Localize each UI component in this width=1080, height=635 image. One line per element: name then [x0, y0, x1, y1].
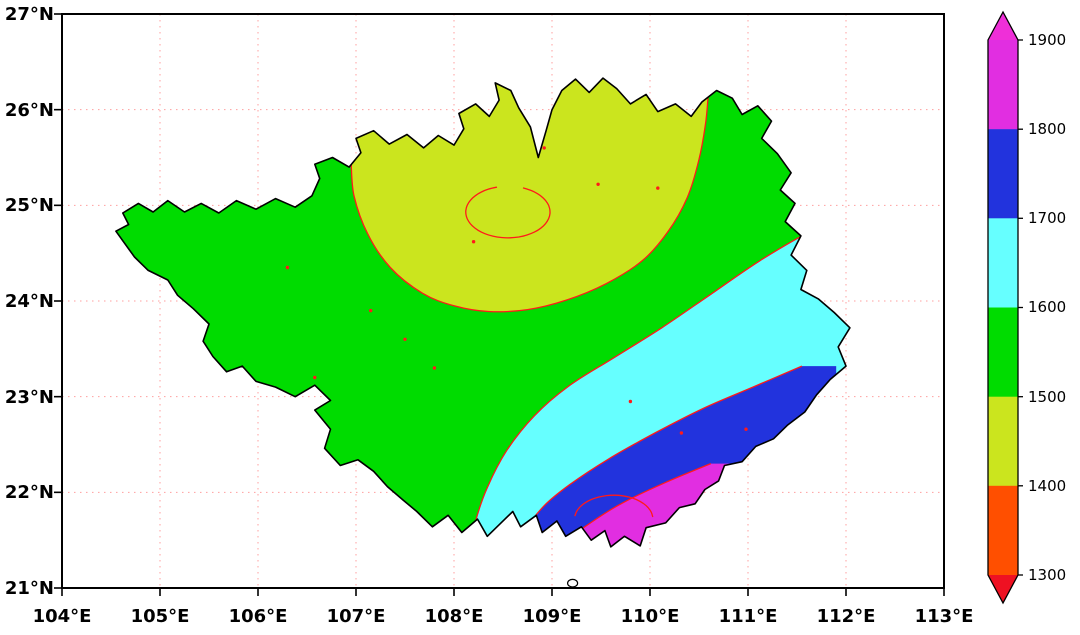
colorbar-segment	[988, 129, 1018, 219]
station-dots	[285, 146, 748, 435]
x-tick-label: 111°E	[719, 606, 778, 627]
y-tick-label: 26°N	[5, 100, 54, 121]
colorbar-label: 1500	[1028, 388, 1066, 406]
island-outline	[566, 578, 579, 588]
province-boundary	[115, 77, 851, 548]
x-tick-label: 104°E	[33, 606, 92, 627]
colorbar-label: 1600	[1028, 298, 1066, 316]
x-tick-label: 113°E	[915, 606, 974, 627]
colorbar-arrow-bottom	[988, 575, 1018, 603]
colorbar-label: 1300	[1028, 566, 1066, 584]
x-tick-label: 108°E	[425, 606, 484, 627]
colorbar-arrow-top	[988, 12, 1018, 40]
x-tick-label: 109°E	[523, 606, 582, 627]
axis-ticks	[54, 13, 945, 596]
colorbar-segment	[988, 307, 1018, 398]
x-tick-label: 107°E	[327, 606, 386, 627]
colorbar-label: 1700	[1028, 209, 1066, 227]
colorbar-label: 1800	[1028, 120, 1066, 138]
render-root	[54, 10, 1023, 605]
colorbar	[987, 10, 1023, 605]
band-1400-1500	[351, 78, 709, 312]
colorbar-label: 1900	[1028, 31, 1066, 49]
y-tick-label: 21°N	[5, 578, 54, 599]
contour-lines	[350, 85, 850, 547]
contour-line	[574, 494, 654, 518]
axis-labels: 104°E 105°E 106°E 107°E 108°E 109°E 110°…	[5, 4, 1066, 627]
colorbar-segment	[988, 40, 1018, 130]
colorbar-segment	[988, 396, 1018, 487]
province-map	[115, 78, 850, 547]
contour-line	[465, 186, 551, 239]
y-tick-label: 22°N	[5, 482, 54, 503]
x-tick-label: 106°E	[229, 606, 288, 627]
y-tick-label: 24°N	[5, 291, 54, 312]
colorbar-segment	[988, 218, 1018, 309]
y-tick-label: 23°N	[5, 387, 54, 408]
colorbar-segment	[988, 485, 1018, 576]
x-tick-label: 112°E	[817, 606, 876, 627]
y-tick-label: 25°N	[5, 195, 54, 216]
contour-line	[350, 85, 710, 313]
contour-line	[468, 209, 850, 547]
x-tick-label: 110°E	[621, 606, 680, 627]
x-tick-label: 105°E	[131, 606, 190, 627]
y-tick-label: 27°N	[5, 4, 54, 25]
colorbar-label: 1400	[1028, 477, 1066, 495]
